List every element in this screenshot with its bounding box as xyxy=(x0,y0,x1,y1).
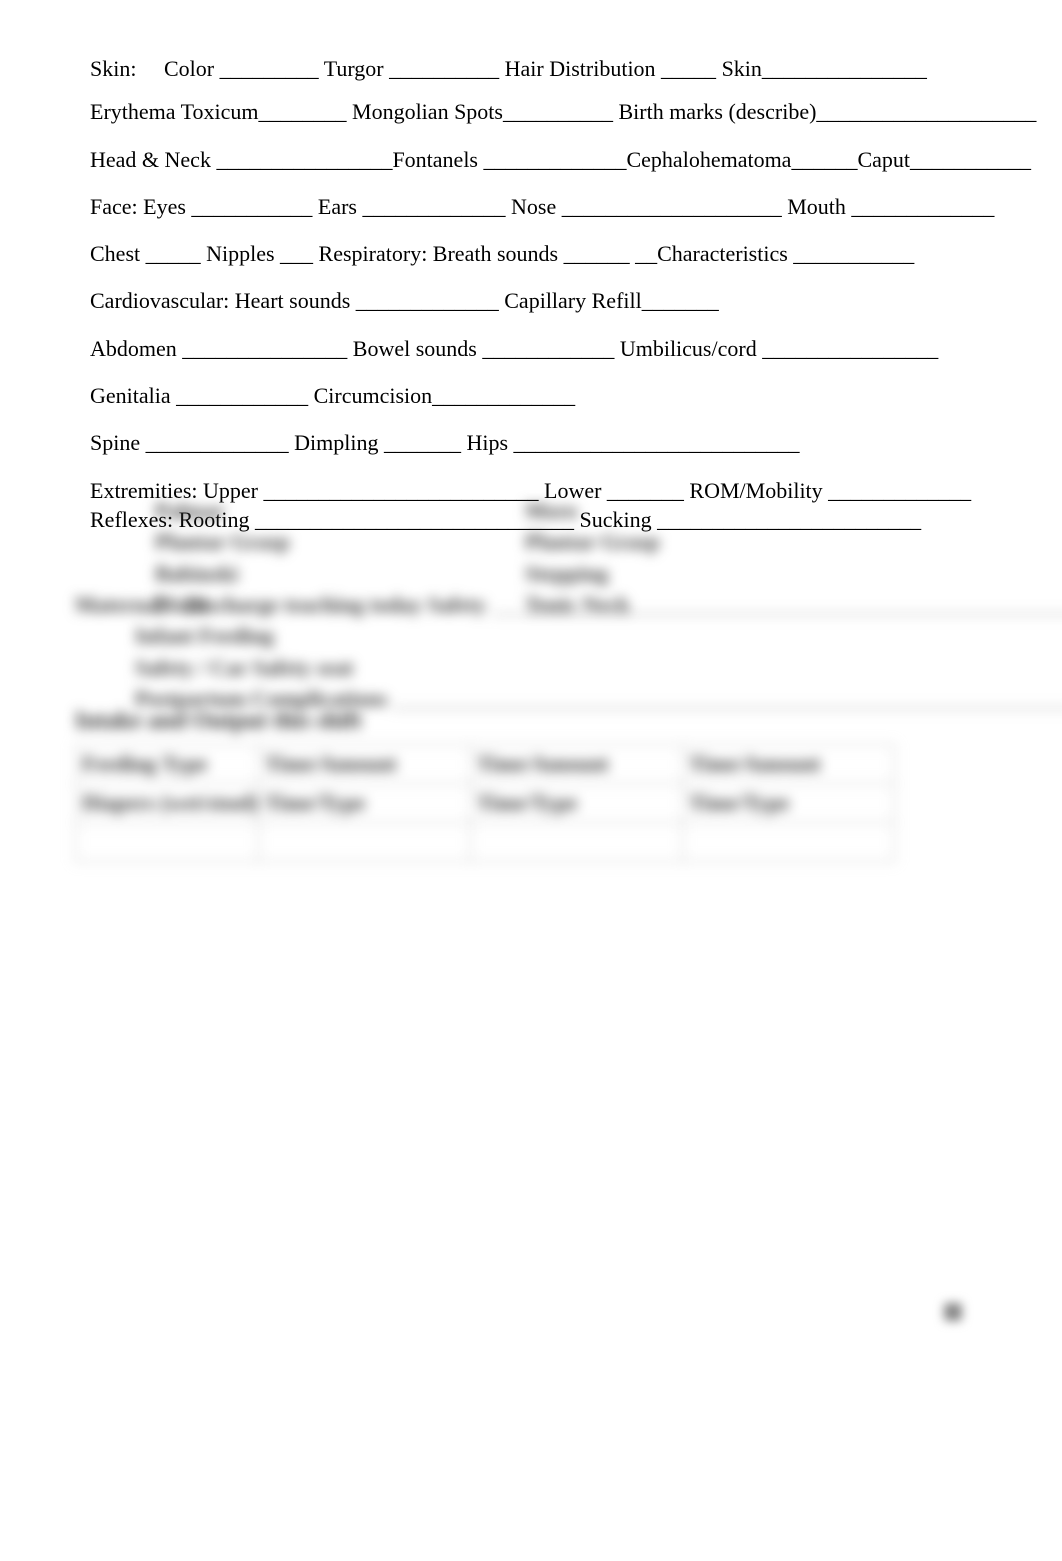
maternal-line1: Discharge teaching today Safety xyxy=(185,592,486,617)
line-head-neck: Head & Neck ________________Fontanels __… xyxy=(90,147,972,172)
table-row: Diapers (wet/stool) Time/Type Time/Type … xyxy=(76,783,895,822)
label-skin: Skin: xyxy=(90,56,136,81)
cell xyxy=(259,822,471,861)
field-skin2: Skin_______________ xyxy=(722,56,927,81)
reflex-col2-1: Moro xyxy=(525,498,660,523)
maternal-label: Maternal xyxy=(75,592,163,617)
line-cardio: Cardiovascular: Heart sounds ___________… xyxy=(90,288,972,313)
reflex-col1-2: Plantar Grasp xyxy=(155,529,525,554)
field-hair-dist: Hair Distribution _____ xyxy=(505,56,716,81)
maternal-line3: Safety / Car Safety seat xyxy=(135,655,353,680)
line-spine: Spine _____________ Dimpling _______ Hip… xyxy=(90,430,972,455)
footer-mark xyxy=(944,1303,962,1321)
blurred-maternal: Maternal Discharge teaching today Safety… xyxy=(75,592,965,717)
field-color: Color _________ xyxy=(164,56,319,81)
reflex-col2-3: Stepping xyxy=(525,561,660,586)
blurred-io-table: Intake and Output this shift Feeding Typ… xyxy=(75,708,965,862)
cell: Time/Type xyxy=(683,783,895,822)
cell: Time/Amount xyxy=(259,744,471,783)
field-turgor: Turgor __________ xyxy=(324,56,499,81)
reflex-col1-3: Babinski xyxy=(155,561,525,586)
cell: Time/Type xyxy=(471,783,683,822)
cell: Diapers (wet/stool) xyxy=(76,783,259,822)
cell: Time/Amount xyxy=(683,744,895,783)
line-genitalia: Genitalia ____________ Circumcision_____… xyxy=(90,383,972,408)
line-erythema: Erythema Toxicum________ Mongolian Spots… xyxy=(90,99,972,124)
line-skin: Skin: Color _________ Turgor __________ … xyxy=(90,56,972,81)
reflex-col2-2: Plantar Grasp xyxy=(525,529,660,554)
io-table: Feeding Type Time/Amount Time/Amount Tim… xyxy=(75,744,895,862)
line-face: Face: Eyes ___________ Ears ____________… xyxy=(90,194,972,219)
cell xyxy=(683,822,895,861)
table-row xyxy=(76,822,895,861)
line-chest: Chest _____ Nipples ___ Respiratory: Bre… xyxy=(90,241,972,266)
cell: Time/Type xyxy=(259,783,471,822)
maternal-line2: Infant Feeding xyxy=(135,623,274,648)
cell: Time/Amount xyxy=(471,744,683,783)
cell xyxy=(76,822,259,861)
cell: Feeding Type xyxy=(76,744,259,783)
table-row: Feeding Type Time/Amount Time/Amount Tim… xyxy=(76,744,895,783)
cell xyxy=(471,822,683,861)
line-abdomen: Abdomen _______________ Bowel sounds ___… xyxy=(90,336,972,361)
reflex-col1-1: Palmar xyxy=(155,498,525,523)
io-heading: Intake and Output this shift xyxy=(75,708,965,736)
